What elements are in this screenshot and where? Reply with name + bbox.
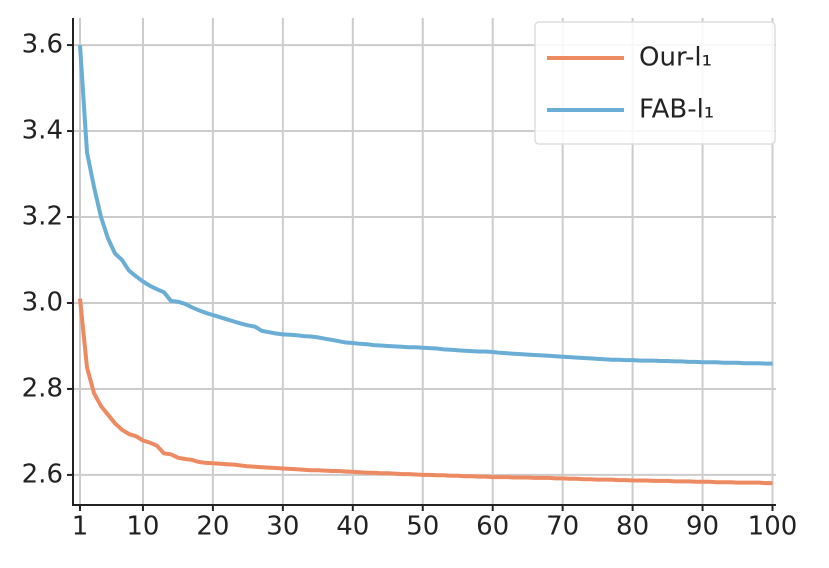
x-tick-label: 60 <box>476 512 509 542</box>
x-tick-label: 30 <box>266 512 299 542</box>
data-line <box>78 298 773 486</box>
legend-label: FAB-l₁ <box>639 95 714 125</box>
x-tick-label: 50 <box>406 512 439 542</box>
y-tick-label: 3.6 <box>22 30 63 60</box>
x-tick-label: 20 <box>196 512 229 542</box>
x-tick-label: 70 <box>546 512 579 542</box>
x-tick-label: 80 <box>616 512 649 542</box>
y-tick-label: 2.6 <box>22 459 63 489</box>
legend: Our-l₁ FAB-l₁ <box>534 21 776 145</box>
legend-label: Our-l₁ <box>639 43 712 73</box>
x-tick-label: 100 <box>748 512 798 542</box>
x-tick-label: 10 <box>126 512 159 542</box>
y-tick-label: 2.8 <box>22 373 63 403</box>
x-tick-label: 90 <box>686 512 719 542</box>
x-tick-label: 40 <box>336 512 369 542</box>
y-tick-label: 3.0 <box>22 287 63 317</box>
y-tick-label: 3.2 <box>22 202 63 232</box>
y-tick-label: 3.4 <box>22 116 63 146</box>
x-tick-label: 1 <box>72 512 89 542</box>
data-line <box>78 44 773 366</box>
legend-box <box>534 21 776 145</box>
